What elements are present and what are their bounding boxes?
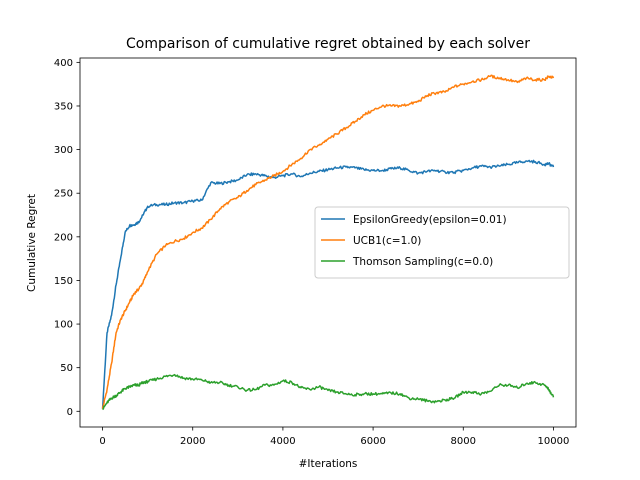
legend-box bbox=[314, 206, 570, 279]
y-tick-label: 150 bbox=[54, 276, 73, 287]
legend: EpsilonGreedy(epsilon=0.01) UCB1(c=1.0) Th… bbox=[314, 206, 570, 279]
y-tick-label: 0 bbox=[67, 407, 73, 418]
x-tick-label: 2000 bbox=[180, 436, 205, 447]
y-tick-label: 200 bbox=[54, 232, 73, 243]
y-tick-label: 400 bbox=[54, 58, 73, 69]
chart-title: Comparison of cumulative regret obtained… bbox=[126, 36, 530, 52]
x-tick-label: 10000 bbox=[538, 436, 570, 447]
x-tick-label: 0 bbox=[99, 436, 105, 447]
plot-frame bbox=[79, 57, 577, 428]
x-tick-label: 4000 bbox=[270, 436, 295, 447]
series-line-2 bbox=[102, 373, 555, 411]
x-axis: 0 2000 4000 6000 8000 10000 bbox=[99, 427, 569, 447]
y-tick-label: 50 bbox=[60, 363, 73, 374]
series-line-0 bbox=[101, 159, 555, 409]
y-tick-label: 250 bbox=[54, 189, 73, 200]
y-tick-label: 300 bbox=[54, 145, 73, 156]
legend-label: EpsilonGreedy(epsilon=0.01) bbox=[353, 214, 507, 226]
x-axis-label: #Iterations bbox=[299, 458, 358, 470]
series-line-1 bbox=[101, 74, 555, 409]
y-axis-label: Cumulative Regret bbox=[26, 194, 38, 292]
legend-label: Thomson Sampling(c=0.0) bbox=[352, 256, 493, 268]
x-tick-label: 6000 bbox=[360, 436, 385, 447]
series-lines bbox=[101, 74, 555, 411]
x-tick-label: 8000 bbox=[451, 436, 476, 447]
y-axis: 0 50 100 150 200 250 300 350 400 bbox=[54, 58, 80, 418]
y-tick-label: 350 bbox=[54, 101, 73, 112]
legend-label: UCB1(c=1.0) bbox=[353, 235, 421, 247]
y-tick-label: 100 bbox=[54, 320, 73, 331]
